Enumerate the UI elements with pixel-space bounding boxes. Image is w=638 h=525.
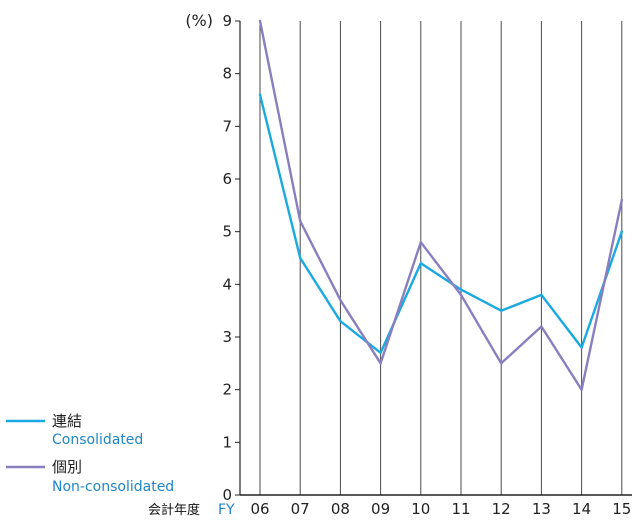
point-consolidated-08 xyxy=(339,320,342,323)
point-non-consolidated-09 xyxy=(379,362,382,365)
point-consolidated-13 xyxy=(540,293,543,297)
x-tick-label-12: 12 xyxy=(492,500,511,518)
point-non-consolidated-06 xyxy=(258,19,262,23)
legend-label-non-consolidated-en: Non-consolidated xyxy=(52,479,174,495)
x-axis-label-en: FY xyxy=(218,502,235,518)
grid-layer xyxy=(259,21,623,495)
point-non-consolidated-12 xyxy=(500,362,503,365)
legend-label-consolidated-jp: 連結 xyxy=(52,412,82,430)
y-tick-label-7: 7 xyxy=(222,117,232,135)
legend: 連結 Consolidated 個別 Non-consolidated xyxy=(6,412,174,495)
point-non-consolidated-08 xyxy=(339,298,342,302)
x-tick-label-07: 07 xyxy=(291,500,310,518)
point-consolidated-06 xyxy=(258,93,262,96)
legend-label-consolidated-en: Consolidated xyxy=(52,432,143,448)
point-non-consolidated-07 xyxy=(299,219,302,223)
x-tick-label-09: 09 xyxy=(371,500,390,518)
point-non-consolidated-11 xyxy=(459,293,463,297)
y-tick-label-0: 0 xyxy=(222,486,232,504)
point-non-consolidated-13 xyxy=(540,325,543,328)
point-non-consolidated-10 xyxy=(419,241,422,244)
point-consolidated-15 xyxy=(620,230,623,233)
y-tick-label-8: 8 xyxy=(222,65,232,83)
series-line-consolidated xyxy=(258,93,623,354)
series-layer xyxy=(258,19,623,391)
y-tick-label-9: 9 xyxy=(222,12,232,30)
x-tick-label-14: 14 xyxy=(572,500,591,518)
y-tick-label-3: 3 xyxy=(222,328,232,346)
point-consolidated-12 xyxy=(500,309,503,312)
point-consolidated-11 xyxy=(459,288,463,291)
x-tick-label-11: 11 xyxy=(451,500,470,518)
point-consolidated-10 xyxy=(419,262,422,265)
y-tick-label-6: 6 xyxy=(222,170,232,188)
y-tick-label-1: 1 xyxy=(222,433,232,451)
y-tick-label-4: 4 xyxy=(222,275,232,293)
point-non-consolidated-14 xyxy=(580,388,583,391)
y-axis-unit-label: (%) xyxy=(185,11,213,30)
x-tick-label-06: 06 xyxy=(250,500,269,518)
point-non-consolidated-15 xyxy=(620,198,623,202)
series-line-non-consolidated xyxy=(258,19,623,391)
label-layer: (%) 会計年度 FY xyxy=(148,11,235,518)
x-tick-label-15: 15 xyxy=(612,500,631,518)
legend-label-non-consolidated-jp: 個別 xyxy=(52,458,82,476)
y-tick-label-2: 2 xyxy=(222,381,232,399)
point-consolidated-07 xyxy=(299,256,302,260)
point-consolidated-14 xyxy=(580,346,583,349)
x-axis-label-jp: 会計年度 xyxy=(148,502,200,518)
point-consolidated-09 xyxy=(379,351,382,354)
x-tick-label-13: 13 xyxy=(532,500,551,518)
x-tick-label-10: 10 xyxy=(411,500,430,518)
x-tick-label-08: 08 xyxy=(331,500,350,518)
y-tick-label-5: 5 xyxy=(222,223,232,241)
